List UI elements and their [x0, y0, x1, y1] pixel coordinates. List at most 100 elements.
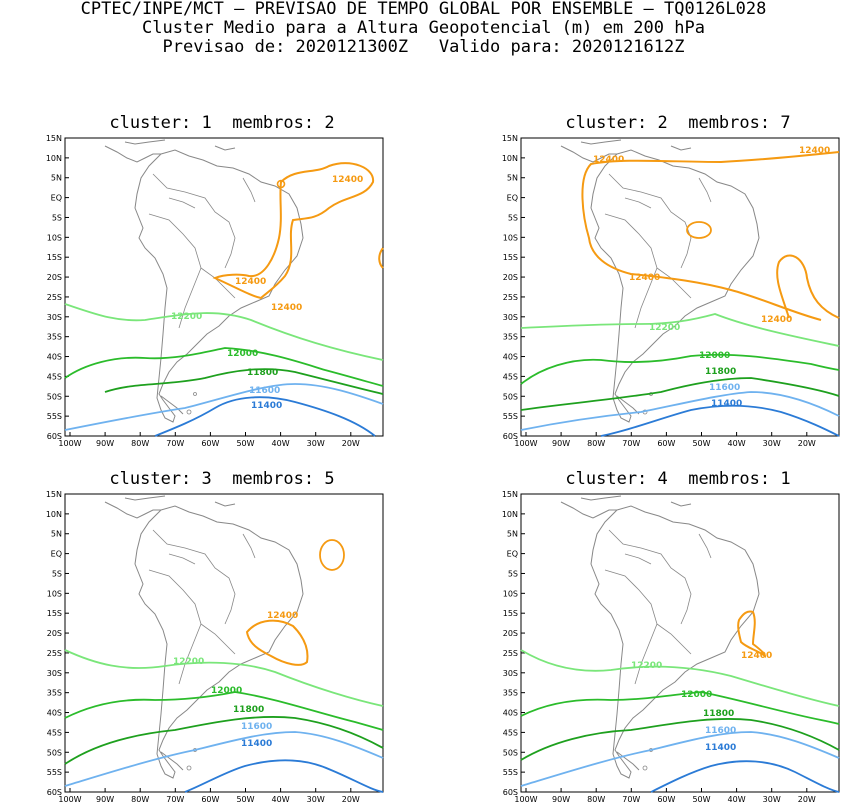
lat-tick-label: 40S — [503, 353, 518, 362]
lat-tick-label: 5S — [508, 213, 518, 222]
lon-tick-label: 30W — [763, 439, 781, 448]
lat-tick-label: 5S — [508, 569, 518, 578]
lat-tick-label: 55S — [503, 412, 518, 421]
lat-tick-label: 5N — [507, 530, 518, 539]
lon-tick-label: 100W — [514, 795, 537, 803]
lat-tick-label: EQ — [507, 550, 518, 559]
lon-tick-label: 30W — [763, 795, 781, 803]
lat-tick-label: 35S — [47, 333, 62, 342]
lat-tick-label: 20S — [503, 629, 518, 638]
map-panel-4: 15N 10N 5N EQ 5S 10S 15S 20S 25S 30S 35S 40S 45S 50S 5… — [502, 490, 840, 803]
lon-tick-label: 70W — [622, 439, 640, 448]
lon-tick-label: 80W — [587, 439, 605, 448]
lat-tick-label: 5S — [52, 213, 62, 222]
lat-tick-label: 55S — [47, 768, 62, 777]
lat-tick-label: 5N — [507, 174, 518, 183]
lat-tick-label: 30S — [47, 313, 62, 322]
lon-tick-label: 20W — [798, 439, 816, 448]
lat-tick-label: 10N — [46, 154, 62, 163]
lon-tick-label: 80W — [131, 439, 149, 448]
lat-tick-label: 60S — [47, 788, 62, 797]
label-11600: 11600 — [705, 726, 736, 736]
label-11800: 11800 — [703, 709, 734, 719]
label-12400: 12400 — [332, 175, 363, 185]
lon-tick-label: 50W — [236, 795, 254, 803]
label-11600: 11600 — [709, 383, 740, 393]
header-line-1: CPTEC/INPE/MCT — PREVISAO DE TEMPO GLOBA… — [80, 0, 767, 19]
contour-11400 — [600, 404, 840, 437]
lat-tick-label: 5N — [51, 174, 62, 183]
lon-tick-label: 70W — [166, 439, 184, 448]
lat-tick-label: 15S — [503, 609, 518, 618]
panel-1-axes: 15N 10N 5N EQ 5S 10S 15S 20S 25S 30S 35S 40S 45S 50S 5… — [46, 134, 360, 448]
lon-tick-label: 70W — [166, 795, 184, 803]
lat-tick-label: 10S — [47, 589, 62, 598]
lon-tick-label: 40W — [272, 795, 290, 803]
label-11400: 11400 — [241, 739, 272, 749]
panel-4-axes: 15N 10N 5N EQ 5S 10S 15S 20S 25S 30S 35S 40S 45S 50S 5… — [502, 490, 816, 803]
lon-tick-label: 100W — [58, 439, 81, 448]
lon-tick-label: 20W — [342, 795, 360, 803]
lat-tick-label: 10N — [46, 510, 62, 519]
contour-12000 — [64, 691, 384, 731]
lon-tick-label: 60W — [657, 439, 675, 448]
contour-11400 — [184, 759, 384, 793]
contour-11400 — [154, 396, 376, 437]
lon-tick-label: 60W — [201, 795, 219, 803]
lat-tick-label: 25S — [47, 649, 62, 658]
contour-11600 — [520, 391, 840, 431]
contour-12200 — [64, 649, 384, 707]
lat-tick-label: 35S — [503, 689, 518, 698]
lat-tick-label: 10S — [503, 233, 518, 242]
lon-tick-label: 20W — [798, 795, 816, 803]
lat-tick-label: 40S — [503, 709, 518, 718]
lat-tick-label: 5S — [52, 569, 62, 578]
label-11800: 11800 — [705, 367, 736, 377]
lat-tick-label: 15S — [47, 253, 62, 262]
label-11800: 11800 — [247, 368, 278, 378]
label-12400: 12400 — [741, 651, 772, 661]
panel-3-title: cluster: 3 membros: 5 — [109, 469, 335, 489]
map-panel-2: 15N 10N 5N EQ 5S 10S 15S 20S 25S 30S 35S 40S 45S 50S 5… — [502, 134, 840, 448]
label-12000: 12000 — [699, 351, 730, 361]
lat-tick-label: EQ — [51, 194, 62, 203]
lat-tick-label: 30S — [47, 669, 62, 678]
label-12000: 12000 — [681, 690, 712, 700]
lat-tick-label: 60S — [503, 788, 518, 797]
label-12000: 12000 — [211, 686, 242, 696]
figure-header: CPTEC/INPE/MCT — PREVISAO DE TEMPO GLOBA… — [0, 0, 847, 57]
label-12200: 12200 — [173, 657, 204, 667]
lat-tick-label: 20S — [47, 273, 62, 282]
panel-3-axes: 15N 10N 5N EQ 5S 10S 15S 20S 25S 30S 35S 40S 45S 50S 5… — [46, 490, 360, 803]
lat-tick-label: 45S — [47, 372, 62, 381]
lat-tick-label: 55S — [503, 768, 518, 777]
lon-tick-label: 70W — [622, 795, 640, 803]
lat-tick-label: 25S — [47, 293, 62, 302]
contour-11800 — [520, 718, 840, 761]
lat-tick-label: EQ — [51, 550, 62, 559]
contour-12400 — [245, 619, 309, 666]
lat-tick-label: 60S — [503, 432, 518, 441]
map-panel-1: 15N 10N 5N EQ 5S 10S 15S 20S 25S 30S 35S 40S 45S 50S 5… — [46, 134, 384, 448]
lon-tick-label: 60W — [657, 795, 675, 803]
lon-tick-label: 50W — [692, 795, 710, 803]
label-12400: 12400 — [799, 146, 830, 156]
lon-tick-label: 50W — [692, 439, 710, 448]
lat-tick-label: 10S — [503, 589, 518, 598]
lat-tick-label: 10S — [47, 233, 62, 242]
lat-tick-label: 15N — [502, 490, 518, 499]
panel-1-title: cluster: 1 membros: 2 — [109, 113, 335, 133]
lat-tick-label: 50S — [47, 392, 62, 401]
label-11400: 11400 — [251, 401, 282, 411]
contour-12400 — [581, 151, 840, 321]
continent-outline — [104, 139, 304, 423]
lat-tick-label: 10N — [502, 154, 518, 163]
lat-tick-label: 50S — [503, 392, 518, 401]
lat-tick-label: 15N — [502, 134, 518, 143]
contour-11800 — [520, 377, 840, 411]
contour-11600 — [520, 731, 840, 787]
lon-tick-label: 60W — [201, 439, 219, 448]
lon-tick-label: 40W — [728, 439, 746, 448]
contour-11600 — [64, 731, 384, 787]
label-12000: 12000 — [227, 349, 258, 359]
